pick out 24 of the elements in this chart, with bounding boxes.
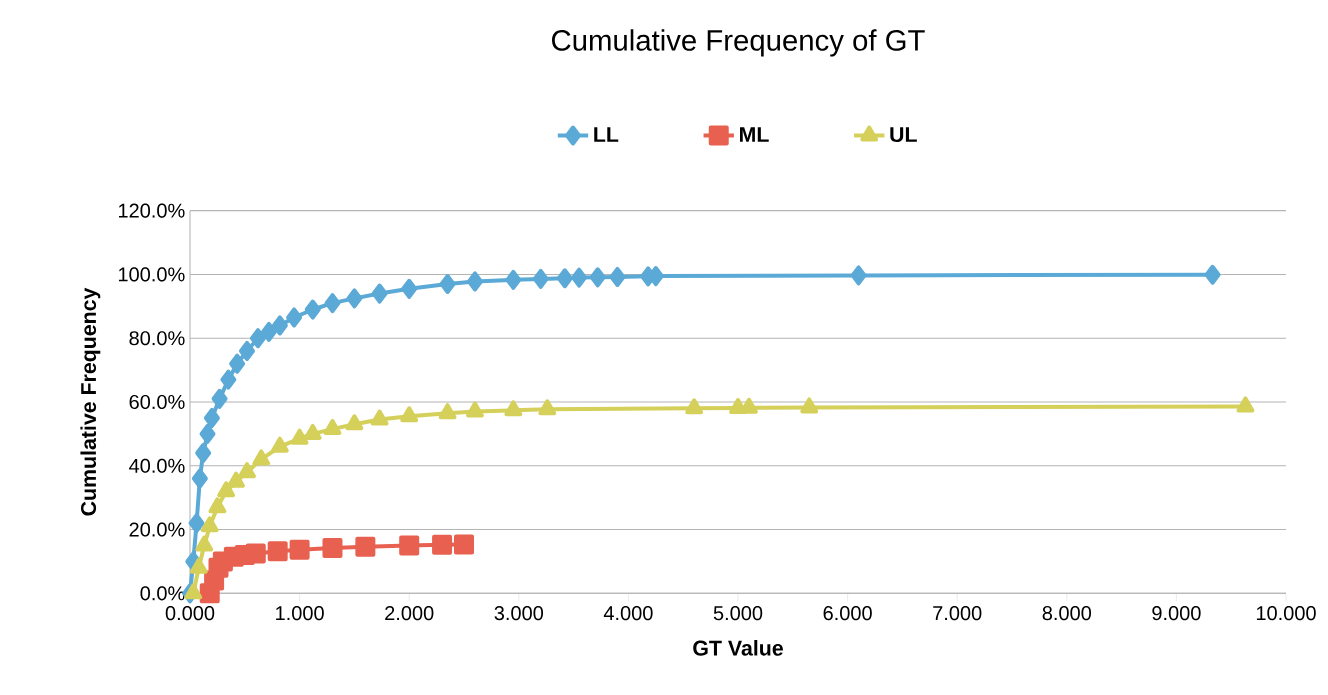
y-tick-label: 20.0% <box>129 522 185 537</box>
legend-label: LL <box>594 127 619 142</box>
x-tick-label: 7.000 <box>933 606 982 621</box>
y-tick-label: 60.0% <box>129 395 185 410</box>
x-tick-label: 1.000 <box>276 606 324 621</box>
chart-title: Cumulative Frequency of GT <box>552 29 925 57</box>
x-axis-title: GT Value <box>693 640 783 656</box>
y-tick-label: 80.0% <box>129 331 185 346</box>
y-tick-label: 40.0% <box>129 458 185 474</box>
x-tick-label: 8.000 <box>1042 606 1092 621</box>
legend-label: ML <box>740 127 769 142</box>
x-tick-label: 2.000 <box>385 606 434 621</box>
y-tick-label: 120.0% <box>118 203 185 218</box>
x-tick-label: 6.000 <box>823 606 872 621</box>
y-tick-label: 100.0% <box>118 267 185 282</box>
x-tick-label: 0.000 <box>165 606 215 621</box>
y-tick-label: 0.0% <box>140 586 185 601</box>
x-tick-label: 10.000 <box>1256 606 1316 621</box>
y-axis-title: Cumulative Frequency <box>80 287 101 516</box>
x-tick-label: 4.000 <box>603 606 653 621</box>
x-tick-label: 5.000 <box>713 606 763 621</box>
legend-label: UL <box>890 127 917 143</box>
x-tick-label: 9.000 <box>1152 606 1201 621</box>
x-tick-label: 3.000 <box>494 606 544 621</box>
